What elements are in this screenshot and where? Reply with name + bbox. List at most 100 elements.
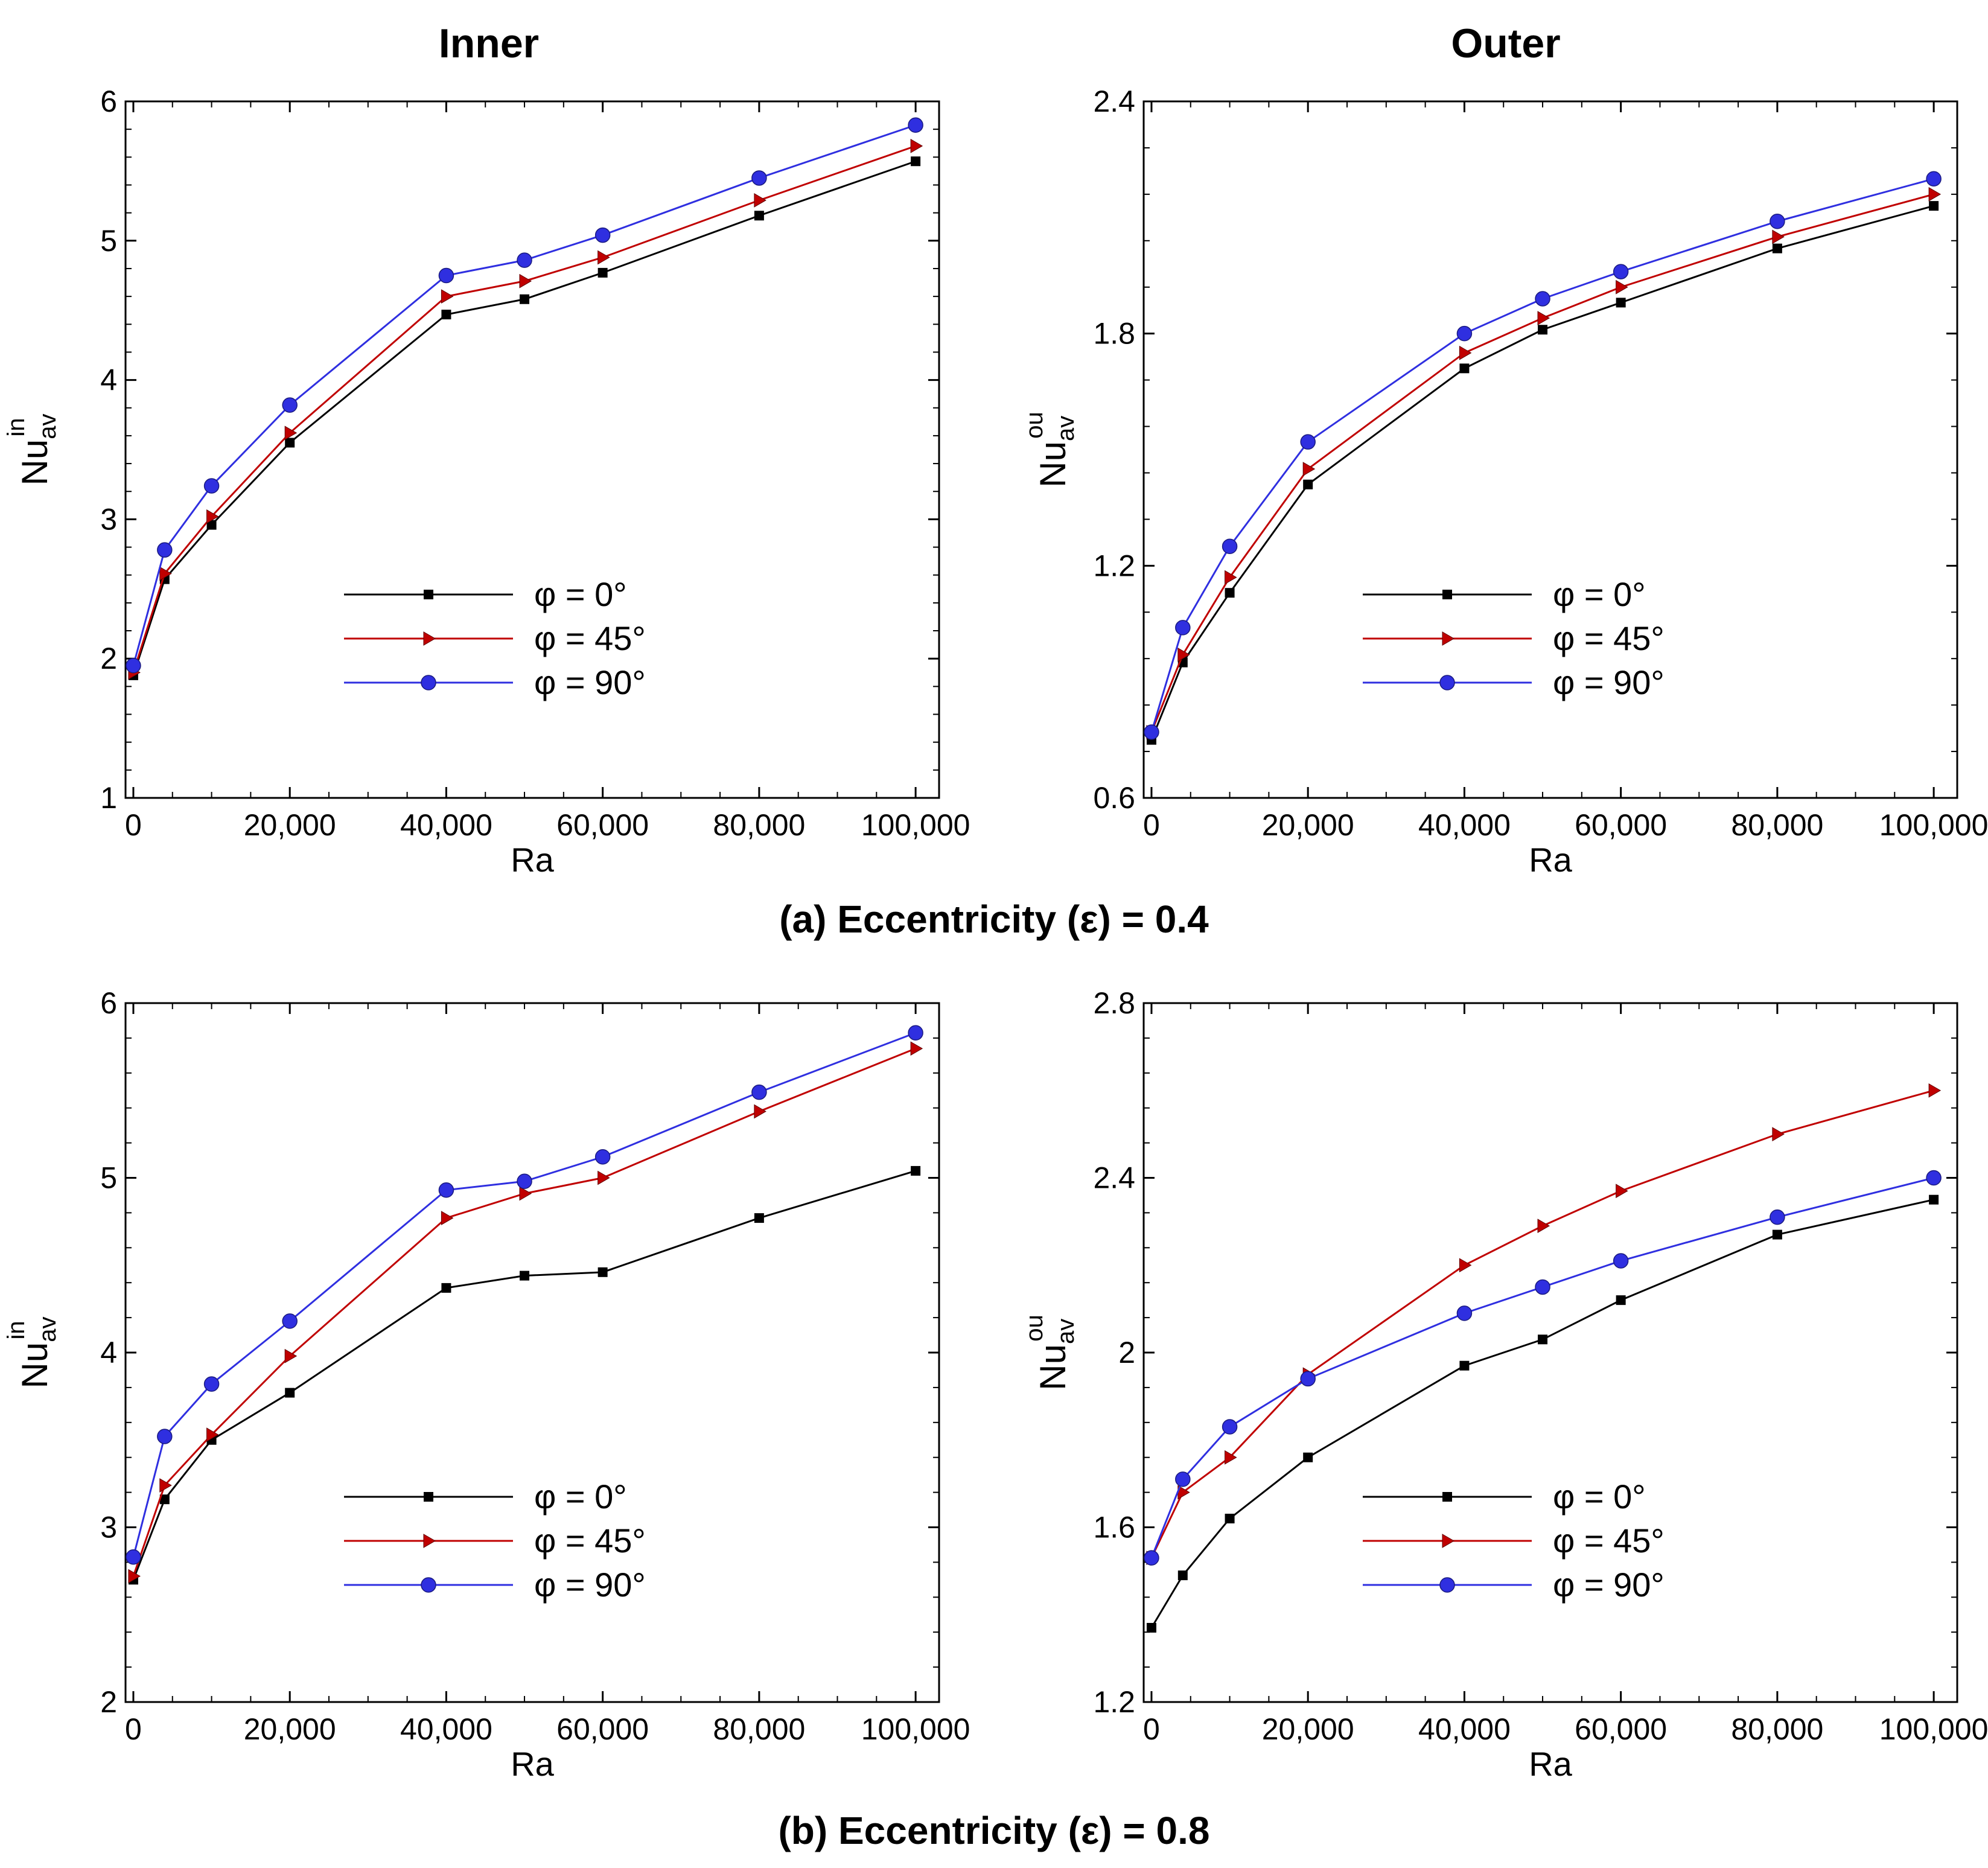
data-point-0 bbox=[754, 1213, 764, 1223]
y-axis-label-main: Nu bbox=[14, 1342, 55, 1389]
data-point-0 bbox=[1459, 1360, 1470, 1371]
data-point-0 bbox=[1177, 1570, 1188, 1581]
y-axis-label-main: Nu bbox=[14, 439, 55, 486]
legend-label-0: φ = 0° bbox=[1553, 575, 1646, 613]
x-tick-label: 40,000 bbox=[1418, 1712, 1511, 1746]
legend-label-0: φ = 0° bbox=[534, 575, 627, 613]
y-axis-label-main: Nu bbox=[1033, 1344, 1073, 1391]
data-point-2 bbox=[517, 1173, 532, 1190]
caption-b: (b) Eccentricity (ε) = 0.8 bbox=[778, 1809, 1209, 1852]
y-axis-label: Nuavin bbox=[3, 1317, 61, 1389]
data-point-2 bbox=[751, 1084, 767, 1100]
data-point-0 bbox=[754, 211, 764, 221]
data-point-2 bbox=[1535, 291, 1550, 307]
data-point-2 bbox=[126, 1549, 141, 1565]
x-tick-label: 0 bbox=[1143, 808, 1160, 842]
legend-label-1: φ = 45° bbox=[1553, 619, 1665, 657]
y-axis-label: Nuavin bbox=[3, 414, 61, 486]
data-point-2 bbox=[438, 1182, 454, 1198]
y-tick-label: 3 bbox=[100, 502, 117, 536]
x-tick-label: 100,000 bbox=[1879, 808, 1988, 842]
data-point-2 bbox=[157, 542, 173, 558]
data-point-1 bbox=[910, 138, 923, 153]
data-point-2 bbox=[1613, 1253, 1629, 1269]
legend-label-2: φ = 90° bbox=[1553, 663, 1665, 701]
data-point-0 bbox=[441, 1283, 451, 1293]
data-point-2 bbox=[1613, 264, 1629, 279]
data-point-1 bbox=[1616, 1184, 1628, 1199]
data-point-1 bbox=[441, 289, 454, 304]
series-line-0 bbox=[1150, 1199, 1934, 1628]
legend-label-0: φ = 0° bbox=[534, 1478, 627, 1516]
data-point-2 bbox=[1770, 1209, 1785, 1225]
data-point-1 bbox=[1537, 311, 1550, 325]
y-axis-label: Nuavou bbox=[1021, 412, 1079, 487]
y-tick-label: 1.2 bbox=[1093, 1685, 1135, 1719]
data-point-2 bbox=[1222, 538, 1238, 555]
legend-marker-0 bbox=[424, 1492, 433, 1502]
data-point-1 bbox=[1616, 279, 1628, 295]
data-point-2 bbox=[1300, 1371, 1316, 1387]
y-tick-label: 2 bbox=[100, 642, 117, 675]
x-tick-label: 20,000 bbox=[244, 808, 336, 842]
data-point-1 bbox=[128, 1569, 141, 1584]
data-point-0 bbox=[911, 1165, 921, 1176]
data-point-2 bbox=[1770, 213, 1785, 229]
data-point-0 bbox=[1772, 1229, 1782, 1240]
data-point-0 bbox=[1459, 363, 1470, 374]
data-point-0 bbox=[1303, 479, 1313, 489]
data-point-0 bbox=[597, 267, 608, 278]
data-point-2 bbox=[1175, 1471, 1191, 1487]
data-point-1 bbox=[1537, 1219, 1550, 1233]
plot-frame bbox=[1142, 100, 1958, 799]
data-point-0 bbox=[1929, 1194, 1939, 1205]
x-tick-label: 80,000 bbox=[713, 808, 805, 842]
x-tick-label: 0 bbox=[125, 808, 142, 842]
data-point-1 bbox=[206, 1427, 219, 1442]
x-tick-label: 100,000 bbox=[1879, 1712, 1988, 1746]
plot-frame bbox=[124, 100, 940, 799]
y-tick-label: 5 bbox=[100, 224, 117, 258]
y-tick-label: 0.6 bbox=[1093, 781, 1135, 815]
data-point-0 bbox=[1538, 325, 1548, 335]
legend-label-0: φ = 0° bbox=[1553, 1478, 1646, 1516]
legend-label-2: φ = 90° bbox=[1553, 1566, 1665, 1604]
column-title-inner: Inner bbox=[439, 21, 539, 66]
data-point-2 bbox=[908, 117, 923, 133]
x-tick-label: 40,000 bbox=[1418, 808, 1511, 842]
x-tick-label: 20,000 bbox=[1262, 808, 1354, 842]
y-tick-label: 2.4 bbox=[1093, 84, 1135, 118]
panel-outer-b: 1.2 1.6 2 2.4 2.8 0 20,000 40,000 60,000 80,000 10… bbox=[1021, 986, 1988, 1783]
data-point-1 bbox=[1302, 462, 1316, 476]
data-point-1 bbox=[1459, 1258, 1472, 1273]
data-point-1 bbox=[1177, 647, 1190, 662]
data-point-0 bbox=[520, 1270, 530, 1281]
data-point-1 bbox=[1772, 229, 1785, 244]
y-axis-label-sup: in bbox=[3, 1321, 30, 1339]
y-axis-label: Nuavou bbox=[1021, 1315, 1079, 1390]
data-point-2 bbox=[282, 1313, 298, 1329]
y-axis-label-sub: av bbox=[1053, 1319, 1079, 1344]
legend-label-2: φ = 90° bbox=[534, 1566, 646, 1604]
legend-marker-2 bbox=[421, 1577, 436, 1593]
data-point-2 bbox=[1535, 1279, 1550, 1295]
y-axis-label-sub: av bbox=[1053, 416, 1079, 441]
x-tick-label: 40,000 bbox=[400, 1712, 492, 1746]
data-point-2 bbox=[203, 1376, 220, 1392]
series-line-2 bbox=[1150, 177, 1934, 733]
y-tick-label: 6 bbox=[100, 986, 117, 1020]
data-point-2 bbox=[126, 657, 141, 674]
data-point-2 bbox=[1222, 1419, 1238, 1435]
data-point-2 bbox=[438, 267, 454, 284]
series-line-0 bbox=[132, 160, 916, 676]
data-point-1 bbox=[519, 1186, 532, 1201]
data-point-1 bbox=[754, 1104, 766, 1119]
legend-marker-1 bbox=[423, 631, 436, 646]
caption-a: (a) Eccentricity (ε) = 0.4 bbox=[779, 897, 1209, 941]
x-tick-label: 0 bbox=[1143, 1712, 1160, 1746]
data-point-2 bbox=[1456, 1305, 1473, 1321]
data-point-0 bbox=[1225, 588, 1235, 598]
y-tick-label: 4 bbox=[100, 363, 117, 397]
y-tick-label: 2.4 bbox=[1093, 1161, 1135, 1195]
